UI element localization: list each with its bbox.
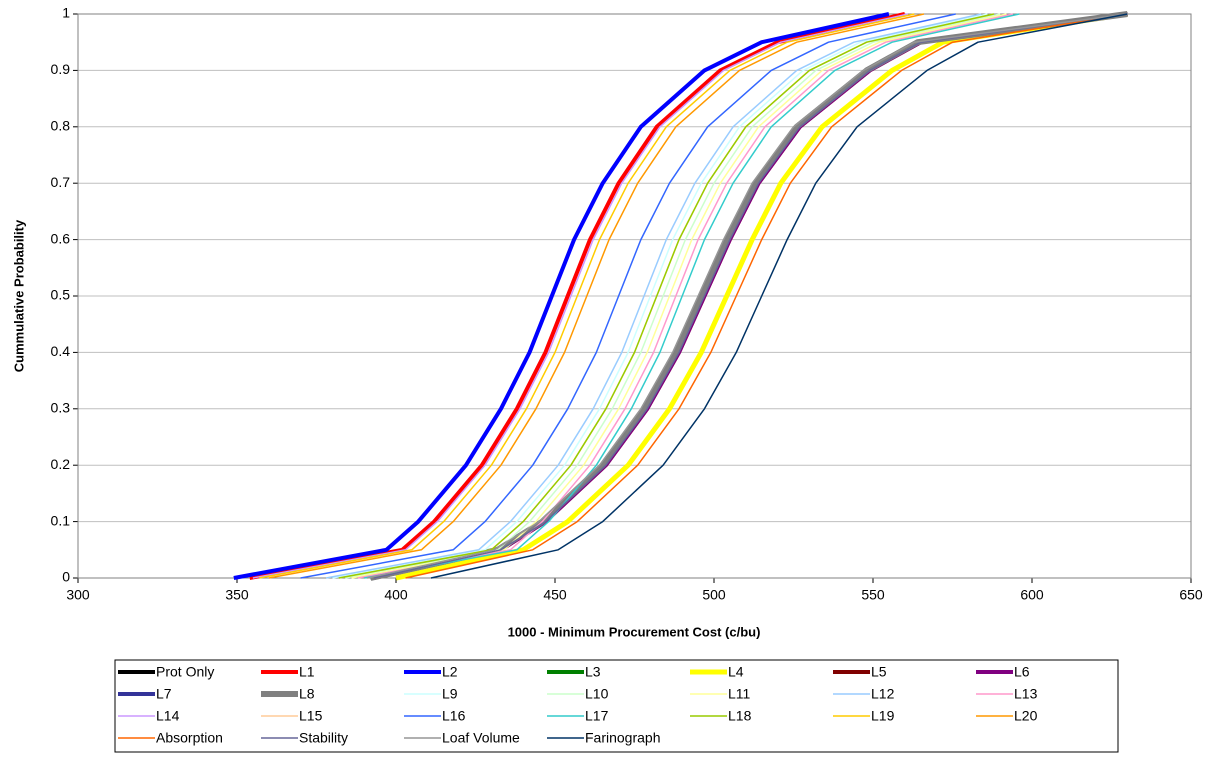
- legend-label: L18: [728, 708, 752, 724]
- legend-label: L1: [299, 664, 315, 680]
- series-line: [268, 13, 925, 579]
- legend-label: Loaf Volume: [442, 730, 520, 746]
- plot-frame: [77, 13, 1192, 579]
- legend-label: Farinograph: [585, 730, 661, 746]
- y-tick-label: 0.6: [51, 230, 71, 246]
- y-tick-label: 0.7: [51, 174, 71, 190]
- series-line: [373, 13, 1128, 579]
- legend-label: L2: [442, 664, 458, 680]
- legend-label: L3: [585, 664, 601, 680]
- x-tick-label: 350: [225, 587, 249, 603]
- series-line: [395, 11, 1128, 581]
- legend-label: L17: [585, 708, 609, 724]
- y-tick-label: 0.9: [51, 61, 71, 77]
- series-line: [259, 13, 915, 579]
- legend-box: [114, 659, 1119, 753]
- series-line: [367, 13, 1128, 579]
- series-line: [351, 13, 1007, 579]
- series-line: [357, 13, 1014, 579]
- x-axis-label: 1000 - Minimum Procurement Cost (c/bu): [508, 624, 761, 639]
- series-line: [300, 13, 956, 579]
- legend-label: L14: [156, 708, 180, 724]
- legend-label: L11: [728, 686, 751, 702]
- legend-label: Absorption: [156, 730, 223, 746]
- y-tick-label: 0.4: [51, 343, 71, 359]
- legend-label: L19: [871, 708, 895, 724]
- series-line: [252, 13, 909, 579]
- y-tick-label: 0.2: [51, 456, 71, 472]
- legend-label: L12: [871, 686, 895, 702]
- series-line: [430, 13, 1128, 579]
- y-axis-label: Cummulative Probability: [11, 219, 26, 372]
- legend-label: L9: [442, 686, 458, 702]
- y-tick-label: 0.3: [51, 400, 71, 416]
- y-tick-label: 0.1: [51, 512, 71, 528]
- legend-label: L15: [299, 708, 323, 724]
- legend-label: L10: [585, 686, 609, 702]
- legend-label: Stability: [299, 730, 348, 746]
- x-tick-label: 500: [702, 587, 726, 603]
- legend-label: L16: [442, 708, 466, 724]
- legend-label: L8: [299, 686, 315, 702]
- legend-label: L13: [1014, 686, 1038, 702]
- x-tick-label: 650: [1179, 587, 1203, 603]
- legend-label: L6: [1014, 664, 1030, 680]
- legend-label: L5: [871, 664, 887, 680]
- series-line: [233, 12, 890, 580]
- series-line: [344, 13, 1001, 579]
- x-tick-label: 600: [1020, 587, 1044, 603]
- legend-label: L7: [156, 686, 172, 702]
- series-line: [325, 13, 982, 579]
- legend-label: L4: [728, 664, 744, 680]
- series-line: [405, 13, 1128, 579]
- y-tick-label: 0.8: [51, 118, 71, 134]
- x-tick-label: 550: [861, 587, 885, 603]
- series-line: [364, 13, 1020, 579]
- series-line: [338, 13, 995, 579]
- x-tick-label: 450: [543, 587, 567, 603]
- legend-label: Prot Only: [156, 664, 214, 680]
- y-tick-label: 0: [62, 569, 70, 585]
- y-tick-label: 1: [62, 5, 70, 21]
- series-line: [249, 12, 906, 580]
- x-tick-label: 300: [66, 587, 90, 603]
- x-tick-label: 400: [384, 587, 408, 603]
- legend-label: L20: [1014, 708, 1038, 724]
- series-line: [332, 13, 988, 579]
- y-tick-label: 0.5: [51, 287, 71, 303]
